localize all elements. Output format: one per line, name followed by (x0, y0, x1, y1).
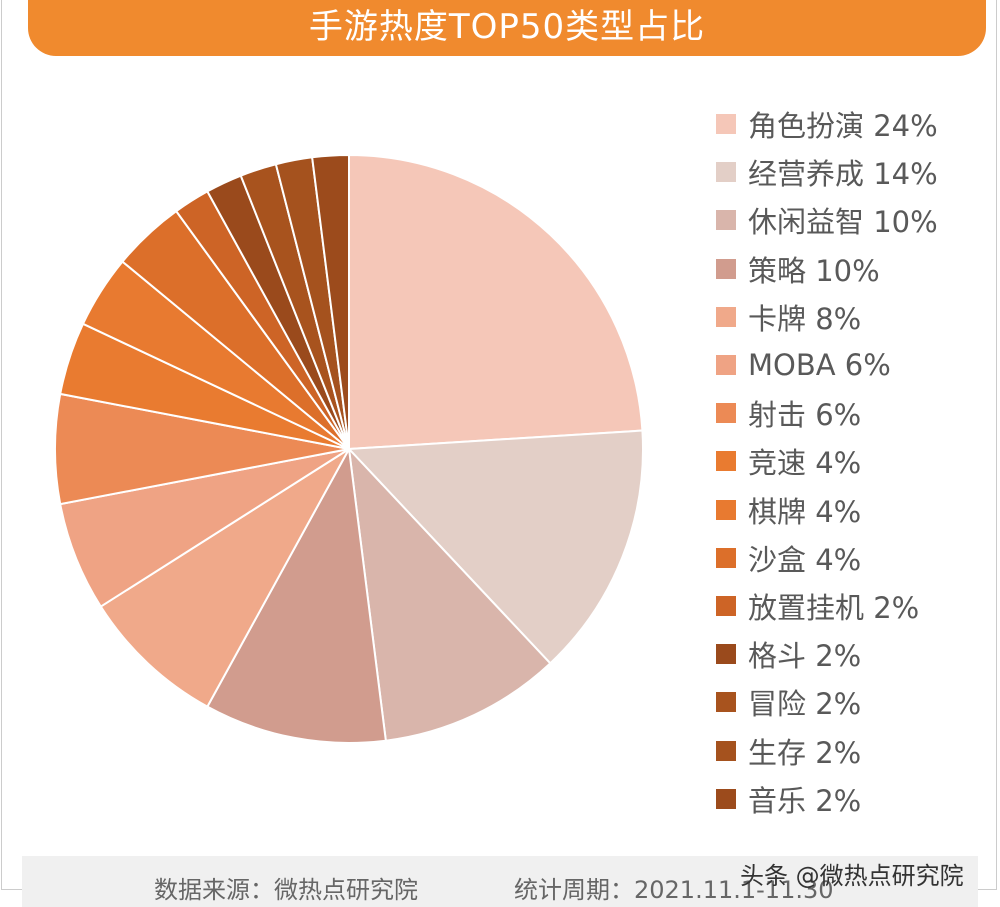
legend-item: 放置挂机 2% (716, 582, 938, 630)
legend-swatch (716, 355, 736, 376)
legend-swatch (716, 692, 736, 713)
legend-swatch (716, 788, 736, 809)
pie-slice-4 (99, 448, 350, 708)
legend-label: 生存 2% (748, 735, 862, 770)
legend-swatch (716, 499, 736, 520)
legend-swatch (716, 451, 736, 472)
legend-item: 休闲益智 10% (716, 196, 938, 244)
legend-item: 角色扮演 24% (716, 100, 938, 148)
pie-slice-1 (346, 429, 644, 665)
legend-item: MOBA 6% (716, 341, 938, 389)
legend-swatch (716, 162, 736, 183)
chart-title: 手游热度TOP50类型占比 (28, 0, 986, 56)
legend-label: 卡牌 8% (748, 301, 862, 336)
watermark: 头条 @微热点研究院 (740, 862, 964, 890)
legend-item: 经营养成 14% (716, 148, 938, 196)
pie-slice-14 (311, 153, 350, 450)
legend-item: 沙盒 4% (716, 534, 938, 582)
legend-swatch (716, 644, 736, 665)
legend-item: 棋牌 4% (716, 486, 938, 534)
legend-label: 竞速 4% (748, 446, 862, 481)
period-text: 统计周期：2021.11.1-11.30 (514, 876, 834, 904)
legend-label: 冒险 2% (748, 687, 862, 722)
legend-swatch (716, 306, 736, 327)
legend-swatch (716, 258, 736, 279)
legend-item: 竞速 4% (716, 437, 938, 485)
footer: 数据来源：微热点研究院 统计周期：2021.11.1-11.30 头条 @微热点… (22, 856, 978, 907)
legend-item: 生存 2% (716, 726, 938, 774)
legend-label: 棋牌 4% (748, 494, 862, 529)
pie-slice-3 (206, 445, 387, 744)
legend-swatch (716, 210, 736, 231)
legend-label: 射击 6% (748, 398, 862, 433)
legend-label: 角色扮演 24% (748, 109, 938, 144)
legend-item: 卡牌 8% (716, 293, 938, 341)
legend-item: 音乐 2% (716, 775, 938, 823)
legend-label: 休闲益智 10% (748, 205, 938, 240)
legend-swatch (716, 403, 736, 424)
legend-swatch (716, 740, 736, 761)
legend: 角色扮演 24% 经营养成 14% 休闲益智 10% 策略 10% 卡牌 8% MOBA … (716, 100, 938, 823)
legend-label: 格斗 2% (748, 639, 862, 674)
source-text: 数据来源：微热点研究院 (154, 876, 418, 904)
legend-label: 音乐 2% (748, 783, 862, 818)
pie-slice-0 (348, 153, 644, 451)
legend-label: 沙盒 4% (748, 542, 862, 577)
legend-label: MOBA 6% (748, 348, 891, 383)
legend-item: 冒险 2% (716, 678, 938, 726)
legend-item: 格斗 2% (716, 630, 938, 678)
legend-item: 策略 10% (716, 245, 938, 293)
pie-slice-2 (347, 446, 552, 742)
legend-swatch (716, 114, 736, 135)
legend-label: 放置挂机 2% (748, 590, 920, 625)
legend-item: 射击 6% (716, 389, 938, 437)
legend-swatch (716, 595, 736, 616)
legend-label: 策略 10% (748, 253, 880, 288)
legend-label: 经营养成 14% (748, 157, 938, 192)
legend-swatch (716, 547, 736, 568)
